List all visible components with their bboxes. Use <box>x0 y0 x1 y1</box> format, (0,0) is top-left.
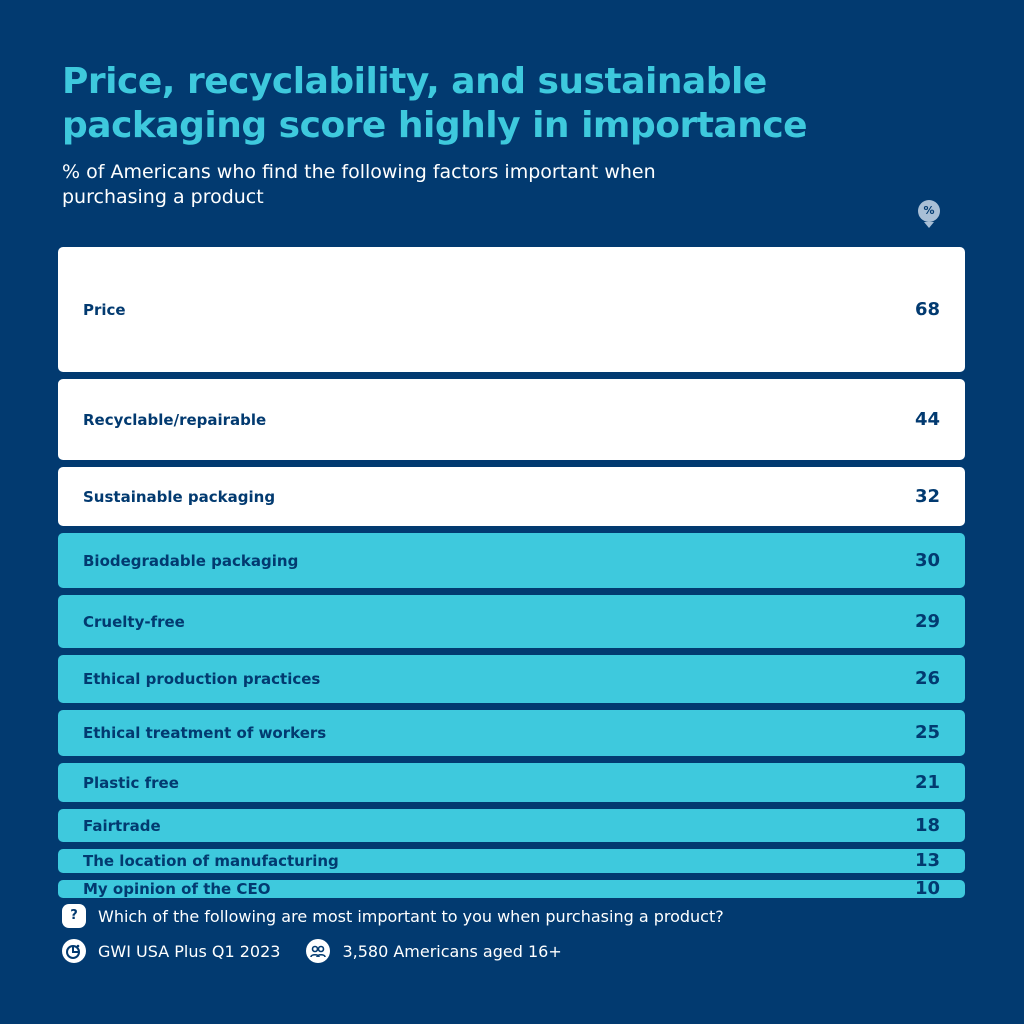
bar-value: 21 <box>914 771 940 793</box>
footer-question: ? Which of the following are most import… <box>62 904 724 928</box>
bar-label: Plastic free <box>83 773 179 792</box>
bar-label: Price <box>83 300 126 319</box>
bar-value: 18 <box>914 814 940 836</box>
bar-ethical-treatment-of-workers: Ethical treatment of workers 25 <box>58 710 965 756</box>
bar-value: 25 <box>914 722 940 743</box>
bar-ethical-production-practices: Ethical production practices 26 <box>58 655 965 703</box>
bar-label: Sustainable packaging <box>83 487 276 506</box>
bar-label: Biodegradable packaging <box>83 551 299 570</box>
bar-plastic-free: Plastic free 21 <box>58 763 965 802</box>
bar-label: Fairtrade <box>83 816 161 835</box>
bar-recyclable-repairable: Recyclable/repairable 44 <box>58 379 965 460</box>
bar-label: Cruelty-free <box>83 612 185 631</box>
bar-the-location-of-manufacturing: The location of manufacturing 13 <box>58 849 965 873</box>
pie-chart-icon <box>62 939 86 963</box>
question-text: Which of the following are most importan… <box>98 906 724 926</box>
footer-source: GWI USA Plus Q1 2023 3,580 Americans age… <box>62 939 562 963</box>
bar-label: Ethical production practices <box>83 670 321 688</box>
question-icon: ? <box>62 904 86 928</box>
chart-subtitle: % of Americans who find the following fa… <box>62 161 656 208</box>
bar-value: 26 <box>914 668 940 689</box>
bar-label: Ethical treatment of workers <box>83 724 327 742</box>
bar-biodegradable-packaging: Biodegradable packaging 30 <box>58 533 965 588</box>
bar-label: Recyclable/repairable <box>83 410 267 429</box>
source-text: GWI USA Plus Q1 2023 <box>98 941 281 961</box>
bar-sustainable-packaging: Sustainable packaging 32 <box>58 467 965 526</box>
bar-value: 29 <box>914 610 940 632</box>
bar-label: The location of manufacturing <box>83 852 339 870</box>
bar-price: Price 68 <box>58 247 965 372</box>
bar-value: 32 <box>914 485 940 507</box>
bar-value: 44 <box>914 408 940 430</box>
sample-text: 3,580 Americans aged 16+ <box>342 941 562 961</box>
bar-value: 10 <box>914 878 940 899</box>
bar-value: 30 <box>914 549 940 571</box>
bar-value: 13 <box>914 850 940 871</box>
bar-label: My opinion of the CEO <box>83 880 271 898</box>
percent-icon: % <box>918 200 940 228</box>
bar-cruelty-free: Cruelty-free 29 <box>58 595 965 648</box>
bar-value: 68 <box>914 298 940 320</box>
chart-title: Price, recyclability, and sustainable pa… <box>62 61 808 146</box>
people-icon <box>306 939 331 963</box>
bar-fairtrade: Fairtrade 18 <box>58 809 965 842</box>
bar-my-opinion-of-the-ceo: My opinion of the CEO 10 <box>58 880 965 898</box>
